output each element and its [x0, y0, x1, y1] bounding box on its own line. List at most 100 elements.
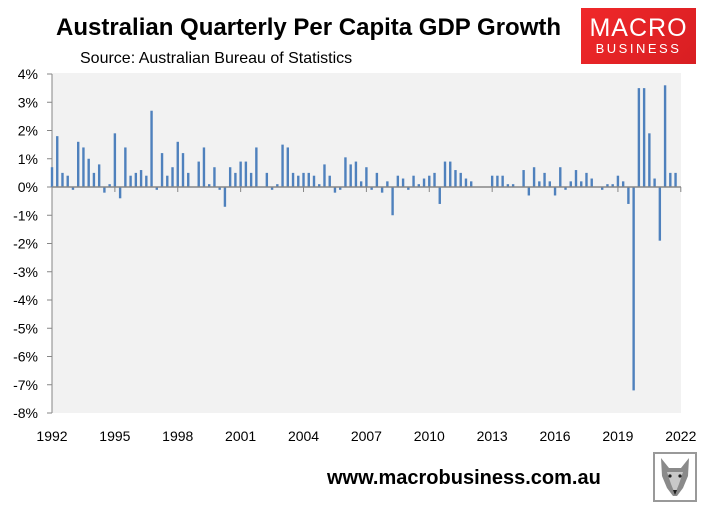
bar [621, 181, 625, 187]
bar [548, 181, 551, 187]
bar [270, 187, 274, 190]
bar [323, 164, 326, 187]
bar [380, 187, 384, 193]
bar [265, 172, 269, 187]
bar [669, 172, 672, 187]
bar [449, 161, 452, 187]
bar [454, 170, 457, 187]
bar [124, 147, 127, 187]
x-tick-label: 2016 [539, 428, 570, 444]
bar [543, 172, 546, 187]
y-tick-label: 2% [18, 123, 38, 139]
bar [307, 172, 310, 187]
y-tick-label: 1% [18, 151, 38, 167]
bar [417, 184, 420, 187]
y-tick-label: -1% [13, 207, 38, 223]
bar [564, 187, 567, 190]
bar [569, 181, 572, 187]
bar [150, 110, 153, 187]
bar [606, 184, 609, 187]
bar [302, 172, 305, 187]
bar [527, 187, 531, 196]
x-tick-label: 1998 [162, 428, 193, 444]
bar [255, 147, 258, 187]
bar [370, 187, 373, 190]
macrobusiness-logo: MACRO BUSINESS [581, 8, 696, 64]
bar [658, 187, 662, 241]
bar [66, 175, 69, 187]
bar [470, 181, 473, 187]
bar [601, 187, 604, 190]
bar [407, 187, 410, 190]
footer-url: www.macrobusiness.com.au [327, 467, 601, 489]
bar [145, 175, 148, 187]
bar [318, 184, 321, 187]
bar [291, 172, 295, 187]
x-tick-label: 1995 [99, 428, 130, 444]
bar [538, 181, 541, 187]
bar [249, 172, 253, 187]
bar [71, 187, 75, 190]
bar [213, 167, 216, 187]
logo-line1: MACRO [589, 14, 688, 42]
bar [653, 178, 656, 187]
bar [155, 187, 158, 190]
bar [501, 175, 504, 187]
bar [459, 172, 462, 187]
bar [223, 187, 227, 207]
y-tick-label: 3% [18, 94, 38, 110]
bar [391, 187, 394, 216]
x-tick-label: 2022 [665, 428, 696, 444]
bar [359, 181, 363, 187]
bar [118, 187, 122, 199]
bar [648, 133, 651, 187]
bar [616, 175, 620, 187]
bar [522, 170, 525, 187]
bar [234, 172, 237, 187]
bar [108, 184, 111, 187]
chart-subtitle: Source: Australian Bureau of Statistics [80, 50, 353, 67]
bar [61, 172, 64, 187]
x-tick-label: 2001 [225, 428, 256, 444]
bar [166, 175, 169, 187]
bar [328, 175, 331, 187]
bar [365, 167, 368, 187]
bar [103, 187, 106, 193]
bar [375, 172, 379, 187]
x-tick-label: 1992 [36, 428, 67, 444]
x-tick-label: 2004 [288, 428, 319, 444]
bar [611, 184, 614, 187]
bar [506, 184, 510, 187]
bar [333, 187, 337, 193]
y-tick-label: -5% [13, 320, 38, 336]
bar [496, 175, 499, 187]
bar [181, 153, 185, 187]
bar [202, 147, 206, 187]
bar [511, 184, 515, 187]
bar [176, 141, 179, 187]
x-tick-label: 2007 [351, 428, 382, 444]
bar [276, 184, 279, 187]
bar [339, 187, 342, 190]
bar [490, 175, 494, 187]
bar [139, 170, 143, 187]
bar [349, 164, 352, 187]
bar [197, 161, 200, 187]
y-tick-label: -7% [13, 377, 38, 393]
bar [208, 184, 211, 187]
bar [97, 164, 101, 187]
bar [56, 136, 59, 187]
chart-title: Australian Quarterly Per Capita GDP Grow… [56, 14, 562, 41]
bar [574, 170, 578, 187]
bar [412, 175, 415, 187]
bar [312, 175, 316, 187]
bar [443, 161, 447, 187]
bar [171, 167, 174, 187]
y-tick-label: 4% [18, 66, 38, 82]
bar [281, 144, 284, 187]
bar [129, 175, 132, 187]
fox-logo-icon [653, 452, 697, 502]
bar [438, 187, 441, 204]
bar [244, 161, 248, 187]
